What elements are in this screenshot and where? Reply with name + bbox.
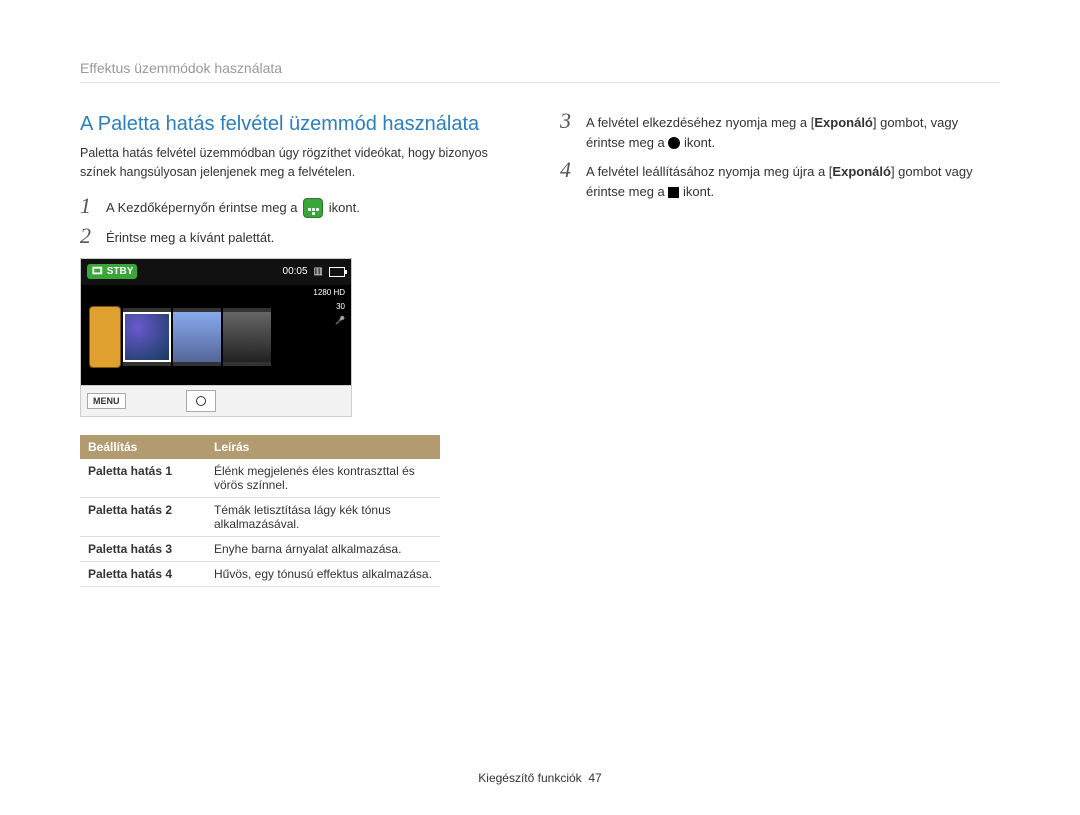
left-column: A Paletta hatás felvétel üzemmód használ… [80,113,520,587]
breadcrumb: Effektus üzemmódok használata [80,60,1000,83]
fps-label: 30 [336,303,345,311]
table-row: Paletta hatás 3 Enyhe barna árnyalat alk… [80,536,440,561]
stop-square-icon [668,187,679,198]
section-title: A Paletta hatás felvétel üzemmód használ… [80,113,520,136]
right-column: 3 A felvétel elkezdéséhez nyomja meg a [… [560,113,1000,587]
resolution-label: 1280 HD [313,289,345,297]
step4-bold: Exponáló [832,164,891,179]
table-row: Paletta hatás 4 Hűvös, egy tónusú effekt… [80,561,440,586]
section-description: Paletta hatás felvétel üzemmódban úgy rö… [80,144,520,182]
film-icon: 🎞 [91,266,104,277]
step-number-4: 4 [560,159,586,181]
filmstrip [89,307,273,367]
step-number-3: 3 [560,110,586,132]
record-button[interactable] [186,390,216,412]
step4-text-post: ikont. [679,184,714,199]
step2-text: Érintse meg a kívánt palettát. [106,228,274,248]
sd-icon: ▥ [314,266,323,277]
menu-button[interactable]: MENU [87,393,126,409]
step3-text-pre: A felvétel elkezdéséhez nyomja meg a [ [586,115,814,130]
settings-table: Beállítás Leírás Paletta hatás 1 Élénk m… [80,435,440,587]
step-1: 1 A Kezdőképernyőn érintse meg a ikont. [80,198,520,219]
palette-mode-icon [303,198,323,218]
table-row: Paletta hatás 2 Témák letisztítása lágy … [80,497,440,536]
table-row: Paletta hatás 1 Élénk megjelenés éles ko… [80,459,440,498]
step3-bold: Exponáló [814,115,873,130]
th-description: Leírás [206,435,440,459]
step4-text-pre: A felvétel leállításához nyomja meg újra… [586,164,832,179]
film-canister-icon [89,306,121,368]
palette-thumb[interactable] [173,308,221,366]
step1-text-pre: A Kezdőképernyőn érintse meg a [106,200,301,215]
battery-icon [329,267,345,277]
step-3: 3 A felvétel elkezdéséhez nyomja meg a [… [560,113,1000,152]
mic-icon: 🎤 [335,317,345,325]
step-2: 2 Érintse meg a kívánt palettát. [80,228,520,248]
step-number-1: 1 [80,195,106,217]
step-4: 4 A felvétel leállításához nyomja meg új… [560,162,1000,201]
palette-thumb[interactable] [223,308,271,366]
time-counter: 00:05 [283,266,308,277]
palette-thumb-selected[interactable] [123,308,171,366]
th-setting: Beállítás [80,435,206,459]
step1-text-post: ikont. [329,200,360,215]
step-number-2: 2 [80,225,106,247]
camera-preview: 🎞 STBY 00:05 ▥ [80,258,352,417]
stby-badge: 🎞 STBY [87,264,137,279]
page-footer: Kiegészítő funkciók 47 [0,771,1080,785]
record-dot-icon [668,137,680,149]
step3-text-post: ikont. [680,135,715,150]
